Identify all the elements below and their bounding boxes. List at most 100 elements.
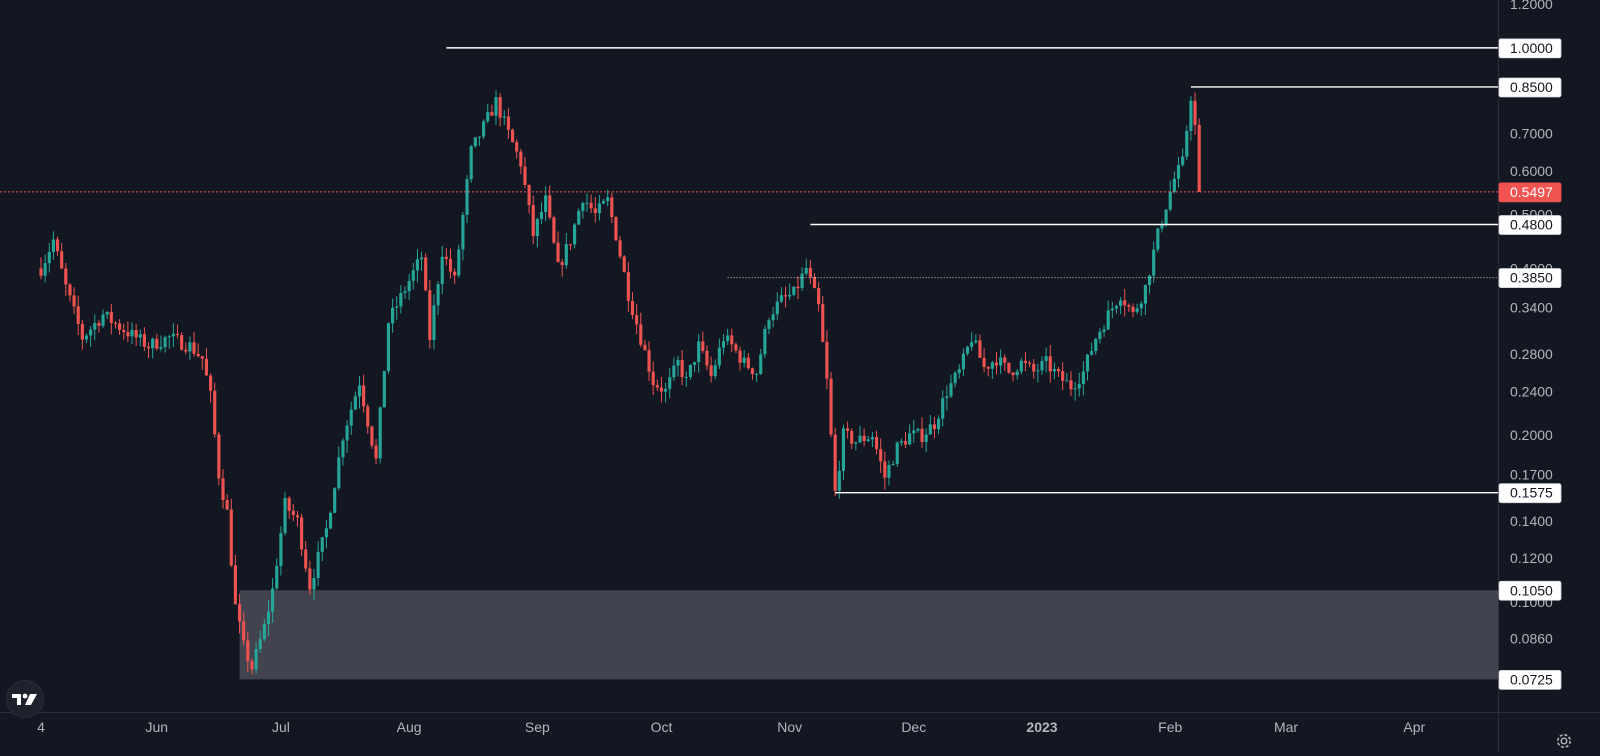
- candle-body: [461, 214, 465, 250]
- gear-icon[interactable]: [1554, 731, 1574, 751]
- level-lines-layer: [0, 47, 1498, 494]
- candle-body: [874, 437, 879, 450]
- candle-body: [527, 184, 531, 206]
- candle-body: [1135, 308, 1139, 312]
- candle-body: [597, 203, 601, 214]
- candle-body: [167, 336, 171, 338]
- x-tick-label: Mar: [1274, 719, 1298, 735]
- candle-body: [84, 335, 89, 340]
- candle-body: [382, 370, 386, 408]
- candle-body: [221, 478, 225, 500]
- candle-body: [535, 219, 539, 237]
- candle-body: [1085, 354, 1090, 372]
- candle-body: [217, 434, 221, 479]
- candle-body: [846, 428, 850, 431]
- x-tick-label: 4: [37, 719, 45, 735]
- zone-top-price-tag: 0.1050: [1510, 582, 1553, 598]
- candle-body: [510, 129, 515, 143]
- y-tick-label: 0.1400: [1510, 513, 1553, 529]
- candle-body: [912, 430, 916, 434]
- candle-body: [1119, 300, 1123, 307]
- candle-body: [804, 267, 808, 274]
- candle-body: [146, 346, 151, 349]
- candle-body: [564, 244, 568, 266]
- y-tick-label: 0.2000: [1510, 427, 1553, 443]
- candle-body: [610, 197, 614, 218]
- candle-body: [300, 517, 304, 550]
- y-tick-label: 0.6000: [1510, 163, 1553, 179]
- candle-body: [233, 565, 237, 605]
- candle-body: [618, 240, 622, 257]
- candle-body: [1181, 156, 1185, 165]
- candle-body: [680, 359, 684, 378]
- candle-body: [771, 314, 775, 321]
- candle-body: [1007, 362, 1011, 373]
- candle-body: [1143, 284, 1147, 304]
- demand-zone-layer: [239, 590, 1499, 680]
- candle-body: [593, 208, 597, 214]
- candle-body: [1098, 331, 1102, 339]
- x-tick-label: Dec: [901, 719, 926, 735]
- candle-body: [204, 358, 209, 376]
- candle-body: [453, 271, 457, 276]
- candle-body: [821, 304, 825, 342]
- candle-body: [887, 465, 891, 478]
- candle-body: [192, 342, 196, 354]
- candle-body: [374, 445, 378, 459]
- candle-body: [788, 294, 792, 297]
- candle-body: [577, 211, 581, 225]
- candle-body: [755, 373, 759, 375]
- level-price-tag: 0.8500: [1510, 79, 1553, 95]
- candle-body: [362, 385, 366, 407]
- x-tick-label: Sep: [525, 719, 550, 735]
- candle-body: [1110, 308, 1114, 311]
- candle-body: [457, 249, 461, 276]
- candle-body: [345, 425, 349, 441]
- candle-body: [1123, 300, 1127, 306]
- candle-body: [1160, 224, 1164, 229]
- x-tick-label: Nov: [777, 719, 802, 735]
- candle-body: [986, 366, 990, 369]
- candle-body: [750, 368, 755, 375]
- candle-body: [349, 409, 353, 426]
- candle-body: [200, 356, 204, 359]
- candle-body: [432, 305, 436, 340]
- candle-body: [1036, 370, 1040, 372]
- candle-body: [122, 329, 126, 333]
- candle-body: [39, 268, 43, 276]
- candle-body: [1015, 371, 1019, 376]
- candle-body: [1048, 356, 1052, 372]
- candle-body: [1081, 371, 1085, 384]
- candle-body: [1197, 124, 1201, 192]
- candle-body: [928, 424, 932, 435]
- candle-body: [502, 116, 506, 118]
- candle-body: [717, 347, 721, 366]
- candle-body: [688, 364, 692, 377]
- candle-body: [552, 217, 556, 243]
- candle-body: [779, 295, 783, 302]
- candle-body: [229, 509, 233, 566]
- candle-body: [419, 257, 424, 260]
- candle-body: [862, 435, 866, 442]
- candle-body: [254, 648, 258, 670]
- candle-body: [109, 311, 113, 323]
- level-price-tag: 0.4800: [1510, 217, 1553, 233]
- candle-body: [287, 498, 291, 511]
- candle-body: [295, 515, 300, 518]
- x-tick-label: Jun: [146, 719, 169, 735]
- candle-body: [403, 291, 407, 293]
- candle-body: [320, 537, 324, 552]
- candle-body: [138, 334, 142, 338]
- candle-body: [262, 624, 266, 640]
- candle-body: [341, 440, 345, 458]
- x-tick-label: Jul: [272, 719, 290, 735]
- candle-body: [899, 441, 903, 443]
- candle-body: [237, 604, 242, 622]
- candle-body: [1040, 360, 1044, 371]
- candle-body: [697, 341, 701, 363]
- candle-body: [242, 621, 246, 641]
- tradingview-logo-icon[interactable]: [6, 680, 44, 718]
- level-price-tag-bg: [1498, 268, 1562, 288]
- y-tick-label: 0.7000: [1510, 126, 1553, 142]
